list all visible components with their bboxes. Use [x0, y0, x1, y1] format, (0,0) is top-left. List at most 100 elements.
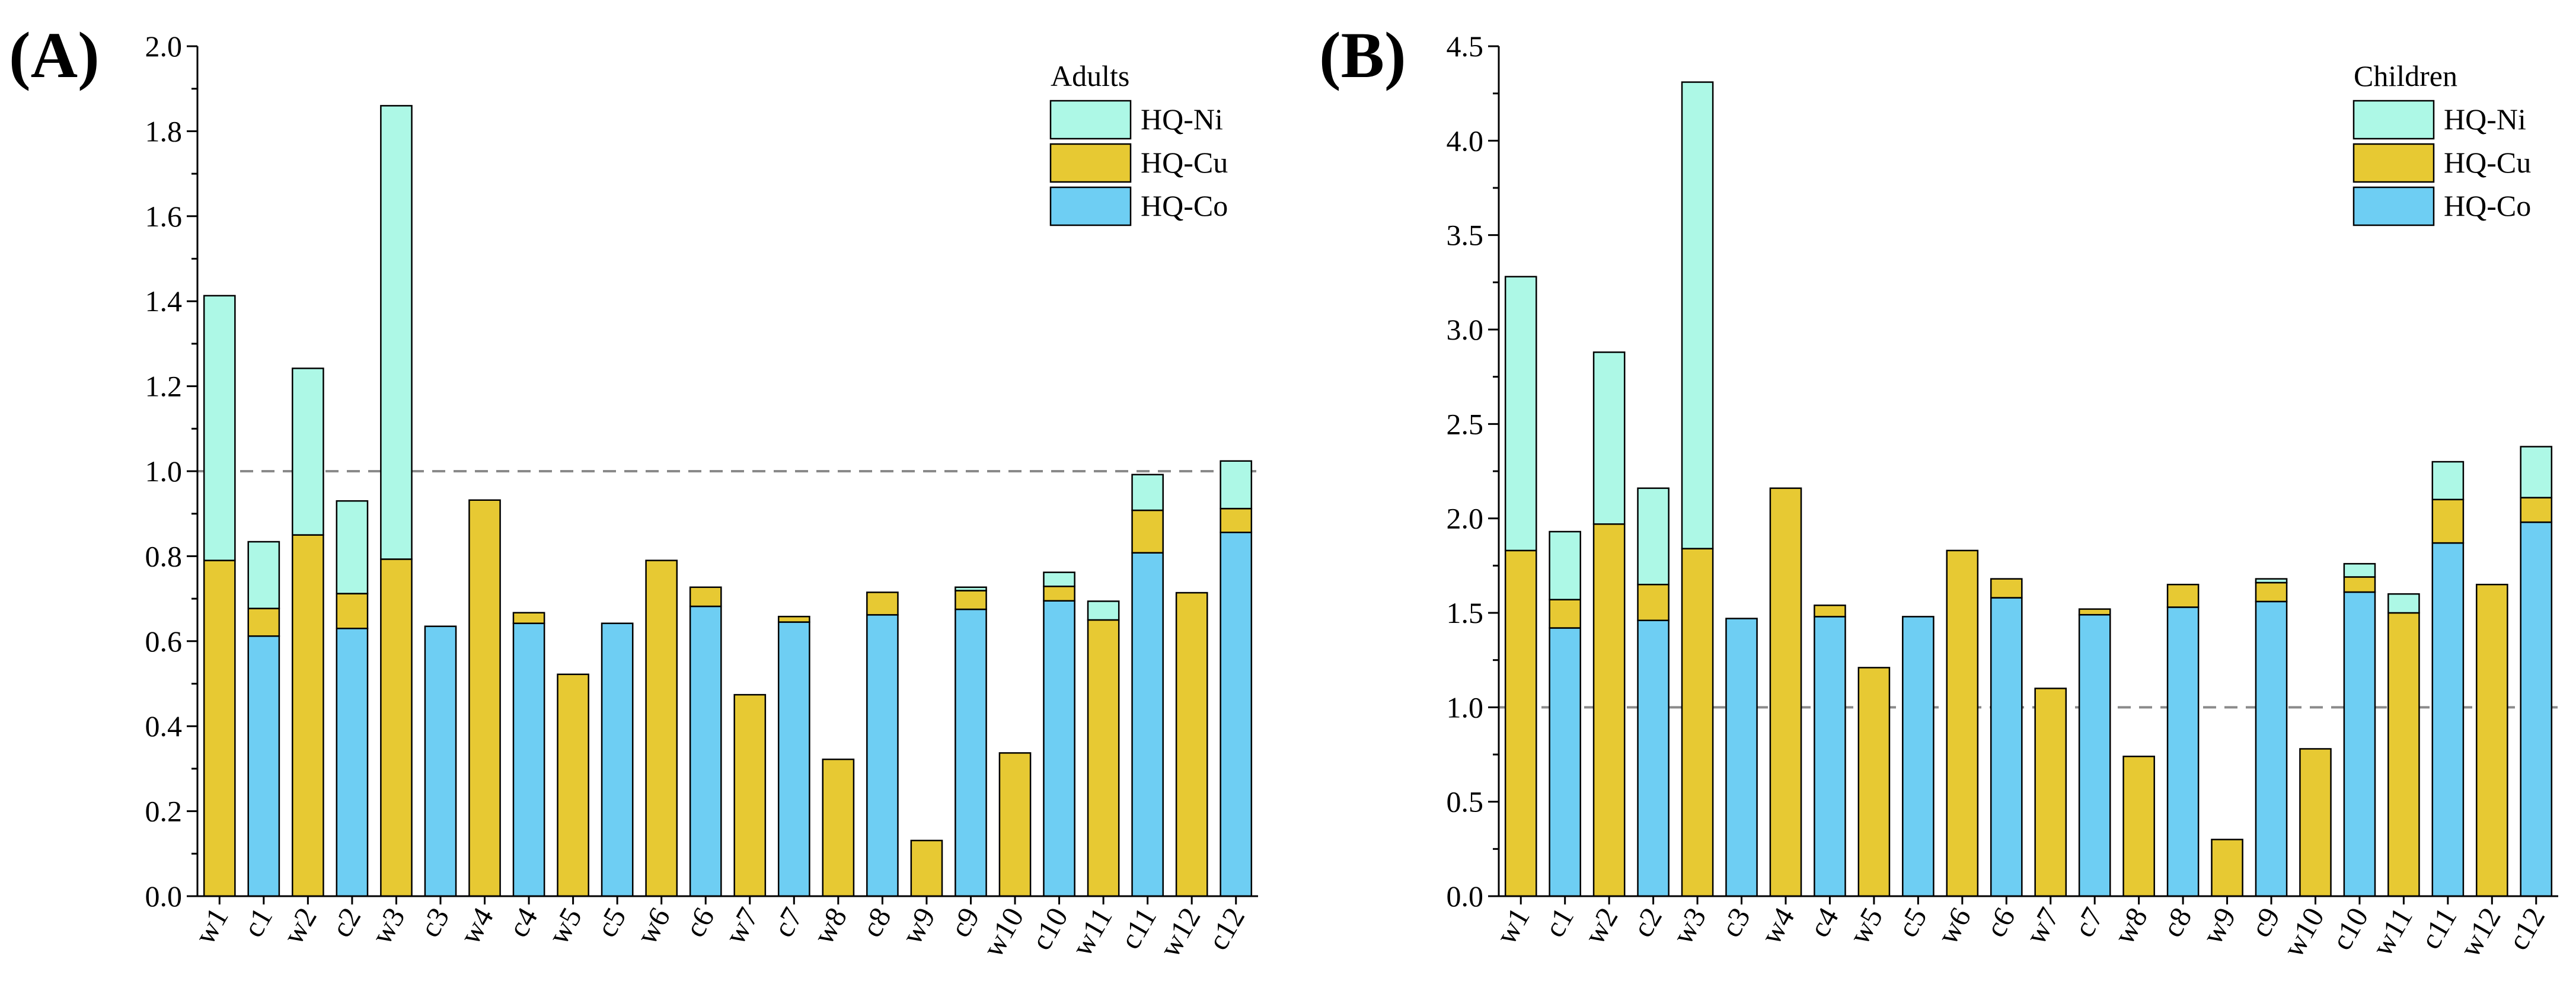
- bar-hq-cu-w8: [822, 758, 855, 897]
- bar-hq-cu-c9: [955, 590, 987, 610]
- x-tick-label: w9: [2195, 902, 2242, 950]
- bar-hq-cu-c11: [2431, 498, 2465, 544]
- bar-hq-co-c8: [2166, 606, 2200, 897]
- bar-hq-cu-c12: [2520, 497, 2553, 523]
- bar-hq-ni-c11: [2431, 461, 2465, 501]
- x-tick-label: w3: [365, 902, 411, 950]
- x-tick-label: w7: [2019, 902, 2066, 950]
- x-tick-label: w12: [1153, 902, 1207, 963]
- bar-hq-cu-c6: [689, 586, 722, 608]
- bar-hq-co-c4: [1814, 616, 1846, 897]
- x-tick-label: c6: [1979, 902, 2022, 943]
- x-tick-label: w12: [2453, 902, 2507, 963]
- bar-hq-ni-c10: [2343, 562, 2376, 578]
- y-tick-label: 1.0: [145, 455, 183, 488]
- legend-swatch-hq-cu: [1049, 143, 1132, 183]
- bar-hq-co-c12: [1220, 531, 1253, 897]
- x-tick-label: w1: [188, 902, 235, 950]
- bar-hq-ni-c11: [1131, 474, 1164, 512]
- bar-hq-cu-w7: [733, 693, 767, 897]
- legend-label-hq-ni: HQ-Ni: [1141, 103, 1223, 136]
- x-tick-label: c3: [413, 902, 455, 943]
- panel-adults: (A) 0.0 0.2 0.4 0.6 0.8 1.0 1.2 1.4 1.6 1.8 2.0 w1…: [9, 19, 1258, 963]
- y-tick-label: 0.0: [145, 880, 183, 913]
- x-tick-label: w3: [1666, 902, 1713, 950]
- bar-hq-ni-w2: [1592, 351, 1626, 525]
- x-tick-label: c5: [590, 902, 633, 943]
- legend-label-hq-cu: HQ-Cu: [2444, 146, 2531, 179]
- y-tick-label: 2.5: [1447, 407, 1484, 440]
- y-tick-label: 0.5: [1447, 785, 1484, 819]
- y-tick-label: 4.0: [1447, 124, 1484, 157]
- bar-hq-co-c6: [689, 605, 722, 897]
- panel-label: (A): [9, 19, 100, 91]
- bar-hq-cu-w5: [557, 673, 589, 897]
- bar-hq-co-c1: [247, 635, 280, 897]
- y-tick-label: 1.6: [145, 200, 183, 233]
- x-tick-label: c4: [501, 902, 544, 943]
- bar-hq-co-c6: [1990, 597, 2023, 897]
- legend-label-hq-cu: HQ-Cu: [1141, 146, 1228, 179]
- legend-swatch-hq-co: [2352, 186, 2435, 226]
- x-tick-label: c7: [767, 902, 809, 943]
- bar-hq-cu-c6: [1990, 578, 2023, 599]
- legend-label-hq-co: HQ-Co: [1141, 189, 1228, 222]
- bar-hq-cu-w12: [2476, 583, 2508, 897]
- bar-hq-co-c12: [2520, 521, 2553, 897]
- x-tick-label: w4: [1754, 902, 1801, 950]
- x-tick-label: c12: [2501, 902, 2552, 956]
- legend-swatch-hq-ni: [2352, 100, 2435, 140]
- bar-hq-ni-c10: [1043, 571, 1075, 587]
- x-tick-label: w8: [806, 902, 853, 950]
- y-tick-label: 0.2: [145, 795, 183, 828]
- bar-hq-cu-c9: [2255, 581, 2288, 603]
- bar-hq-cu-c11: [1131, 509, 1164, 554]
- bar-hq-ni-w1: [1504, 276, 1537, 552]
- panel-label: (B): [1319, 19, 1406, 91]
- y-tick-label: 4.5: [1447, 30, 1484, 63]
- y-tick-label: 3.5: [1447, 219, 1484, 252]
- y-tick-label: 0.8: [145, 539, 183, 573]
- bar-hq-cu-w1: [1504, 549, 1537, 897]
- bar-hq-ni-c9: [955, 586, 987, 592]
- x-tick-label: w9: [895, 902, 941, 950]
- x-tick-label: w7: [718, 902, 765, 950]
- bar-hq-ni-w3: [380, 105, 413, 560]
- bar-hq-co-c4: [512, 622, 545, 897]
- x-tick-label: c2: [324, 902, 367, 943]
- bar-hq-ni-w11: [2387, 593, 2420, 614]
- bar-hq-cu-w3: [380, 558, 413, 897]
- x-tick-label: c1: [236, 902, 279, 943]
- bar-hq-cu-c10: [2343, 576, 2376, 593]
- panel-children: (B) 0.00.51.01.52.02.53.03.54.04.5 w1 c1w…: [1319, 19, 2558, 963]
- x-tick-label: w8: [2107, 902, 2154, 950]
- bar-hq-ni-w3: [1681, 81, 1714, 549]
- bar-hq-co-c2: [1637, 619, 1670, 897]
- bar-hq-cu-w7: [2034, 688, 2067, 897]
- legend-title: Children: [2354, 59, 2457, 92]
- bar-hq-ni-w1: [203, 295, 236, 561]
- bar-hq-cu-c8: [866, 592, 899, 616]
- bar-hq-cu-w11: [2387, 612, 2420, 897]
- bar-hq-cu-w9: [2211, 839, 2243, 897]
- bar-hq-co-c7: [777, 621, 810, 897]
- bar-hq-cu-w9: [910, 839, 943, 897]
- x-tick-label: c9: [943, 902, 986, 943]
- bar-hq-cu-w5: [1857, 667, 1891, 897]
- y-tick-label: 0.4: [145, 709, 183, 743]
- bar-hq-cu-w12: [1175, 592, 1208, 897]
- bar-hq-co-c3: [424, 625, 457, 897]
- bar-hq-co-c11: [2431, 542, 2465, 897]
- bar-hq-cu-c10: [1043, 586, 1075, 602]
- y-tick-label: 0.6: [145, 625, 183, 658]
- bar-hq-cu-c4: [512, 612, 545, 624]
- x-tick-label: w2: [276, 902, 323, 950]
- x-tick-label: c1: [1537, 902, 1580, 943]
- x-tick-label: c10: [1024, 902, 1074, 956]
- legend-swatch-hq-cu: [2352, 143, 2435, 183]
- legend-swatch-hq-ni: [1049, 100, 1132, 140]
- legend-label-hq-co: HQ-Co: [2444, 189, 2531, 222]
- bar-hq-co-c3: [1725, 618, 1758, 897]
